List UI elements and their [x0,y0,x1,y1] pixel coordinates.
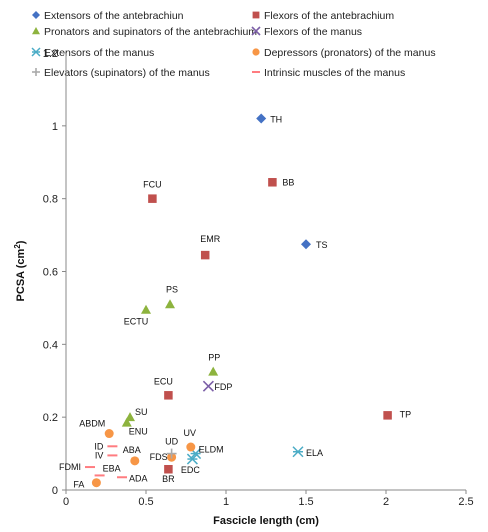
point-tp [383,411,392,420]
y-tick-label: 0.6 [43,267,58,279]
legend-item: Elevators (supinators) of the manus [32,67,210,79]
x-tick-label: 2.5 [458,496,473,508]
legend-item: Flexors of the manus [251,26,362,38]
point-label-ps: PS [166,284,178,294]
legend-item: Extensors of the antebrachiun [32,10,184,22]
legend-label: Flexors of the manus [264,26,362,38]
y-tick-label: 0 [52,485,58,497]
point-fcu [148,194,157,203]
point-abdm [104,429,114,439]
legend-item: Depressors (pronators) of the manus [252,47,436,59]
point-labels: TH TS FCU BB EMR ECU TP BR ECTU PS PP SU ENU FDP ELA EL… [59,115,411,490]
point-fa [91,478,101,488]
y-tick-label: 1 [52,121,58,133]
legend-marker-diamond [32,11,40,19]
point-edc [186,453,198,465]
legend-label: Intrinsic muscles of the manus [264,67,405,79]
legend: Extensors of the antebrachiun Flexors of … [31,10,436,79]
point-br [164,464,173,474]
legend-label: Extensors of the manus [44,47,154,59]
point-label-eba: EBA [103,463,121,473]
point-enu [121,417,132,427]
legend-marker-asterisk [31,47,41,57]
point-label-edc: EDC [181,465,201,475]
legend-item: Extensors of the manus [31,47,154,59]
point-label-pp: PP [208,353,220,363]
y-axis-title-main: PCSA (cm [15,248,27,301]
point-label-enu: ENU [129,427,148,437]
data-points [85,113,392,488]
point-label-fds: FDS [150,452,168,462]
point-ts [301,239,311,250]
point-fdp [202,380,214,392]
x-tick-label: 0.5 [138,496,153,508]
point-ps [165,299,175,309]
point-label-ts: TS [316,240,328,250]
point-label-br: BR [162,474,175,484]
point-uv [186,442,196,452]
point-label-ud: UD [165,437,178,447]
point-label-emr: EMR [200,234,221,244]
point-label-ectu: ECTU [124,317,149,327]
point-label-th: TH [270,115,282,125]
x-tick-label: 1.5 [298,496,313,508]
point-label-ecu: ECU [154,376,173,386]
point-label-fcu: FCU [143,180,162,190]
point-ecu [164,391,173,400]
x-axis-title: Fascicle length (cm) [213,515,319,527]
point-ela [292,446,304,458]
y-axis-title-sup: 2 [13,244,22,249]
point-label-ela: ELA [306,448,323,458]
legend-label: Extensors of the antebrachiun [44,10,184,22]
point-label-tp: TP [400,409,412,419]
legend-marker-plus [32,68,40,76]
point-bb [268,178,277,187]
legend-label: Elevators (supinators) of the manus [44,67,210,79]
point-label-abdm: ABDM [79,419,105,429]
x-tick-label: 0 [63,496,69,508]
point-ud [166,448,177,459]
y-tick-label: 1.2 [43,48,58,60]
point-aba [130,456,140,466]
legend-label: Flexors of the antebrachium [264,10,394,22]
point-label-ada: ADA [129,473,148,483]
x-tick-label: 2 [383,496,389,508]
legend-item: Flexors of the antebrachium [252,10,394,22]
point-label-aba: ABA [123,445,141,455]
point-label-iv: IV [95,450,104,460]
y-tick-label: 0.8 [43,194,58,206]
legend-marker-square [252,11,260,19]
legend-item: Pronators and supinators of the antebrac… [32,26,257,38]
point-label-fa: FA [73,480,84,490]
point-label-fdp: FDP [214,382,232,392]
legend-marker-triangle [32,27,40,35]
legend-marker-x [251,26,261,36]
legend-marker-circle [252,48,260,56]
point-label-eldm: ELDM [199,445,224,455]
point-label-fdmi: FDMI [59,462,81,472]
point-ectu [141,304,151,314]
point-label-su: SU [135,407,148,417]
legend-item: Intrinsic muscles of the manus [252,67,405,79]
legend-label: Depressors (pronators) of the manus [264,47,436,59]
x-tick-label: 1 [223,496,229,508]
axis-ticks: 0 0.5 1 1.5 2 2.5 0 0.2 0.4 0.6 0.8 1 1.2 [43,48,474,508]
y-tick-label: 0.2 [43,412,58,424]
point-label-bb: BB [282,177,294,187]
y-axis-title: PCSA (cm2) [13,240,27,301]
point-label-id: ID [94,441,104,451]
point-label-uv: UV [184,428,197,438]
y-axis-title-end: ) [15,240,27,244]
point-emr [200,250,210,260]
point-pp [208,366,219,376]
legend-label: Pronators and supinators of the antebrac… [44,26,257,38]
point-th [256,113,267,124]
y-tick-label: 0.4 [43,339,58,351]
